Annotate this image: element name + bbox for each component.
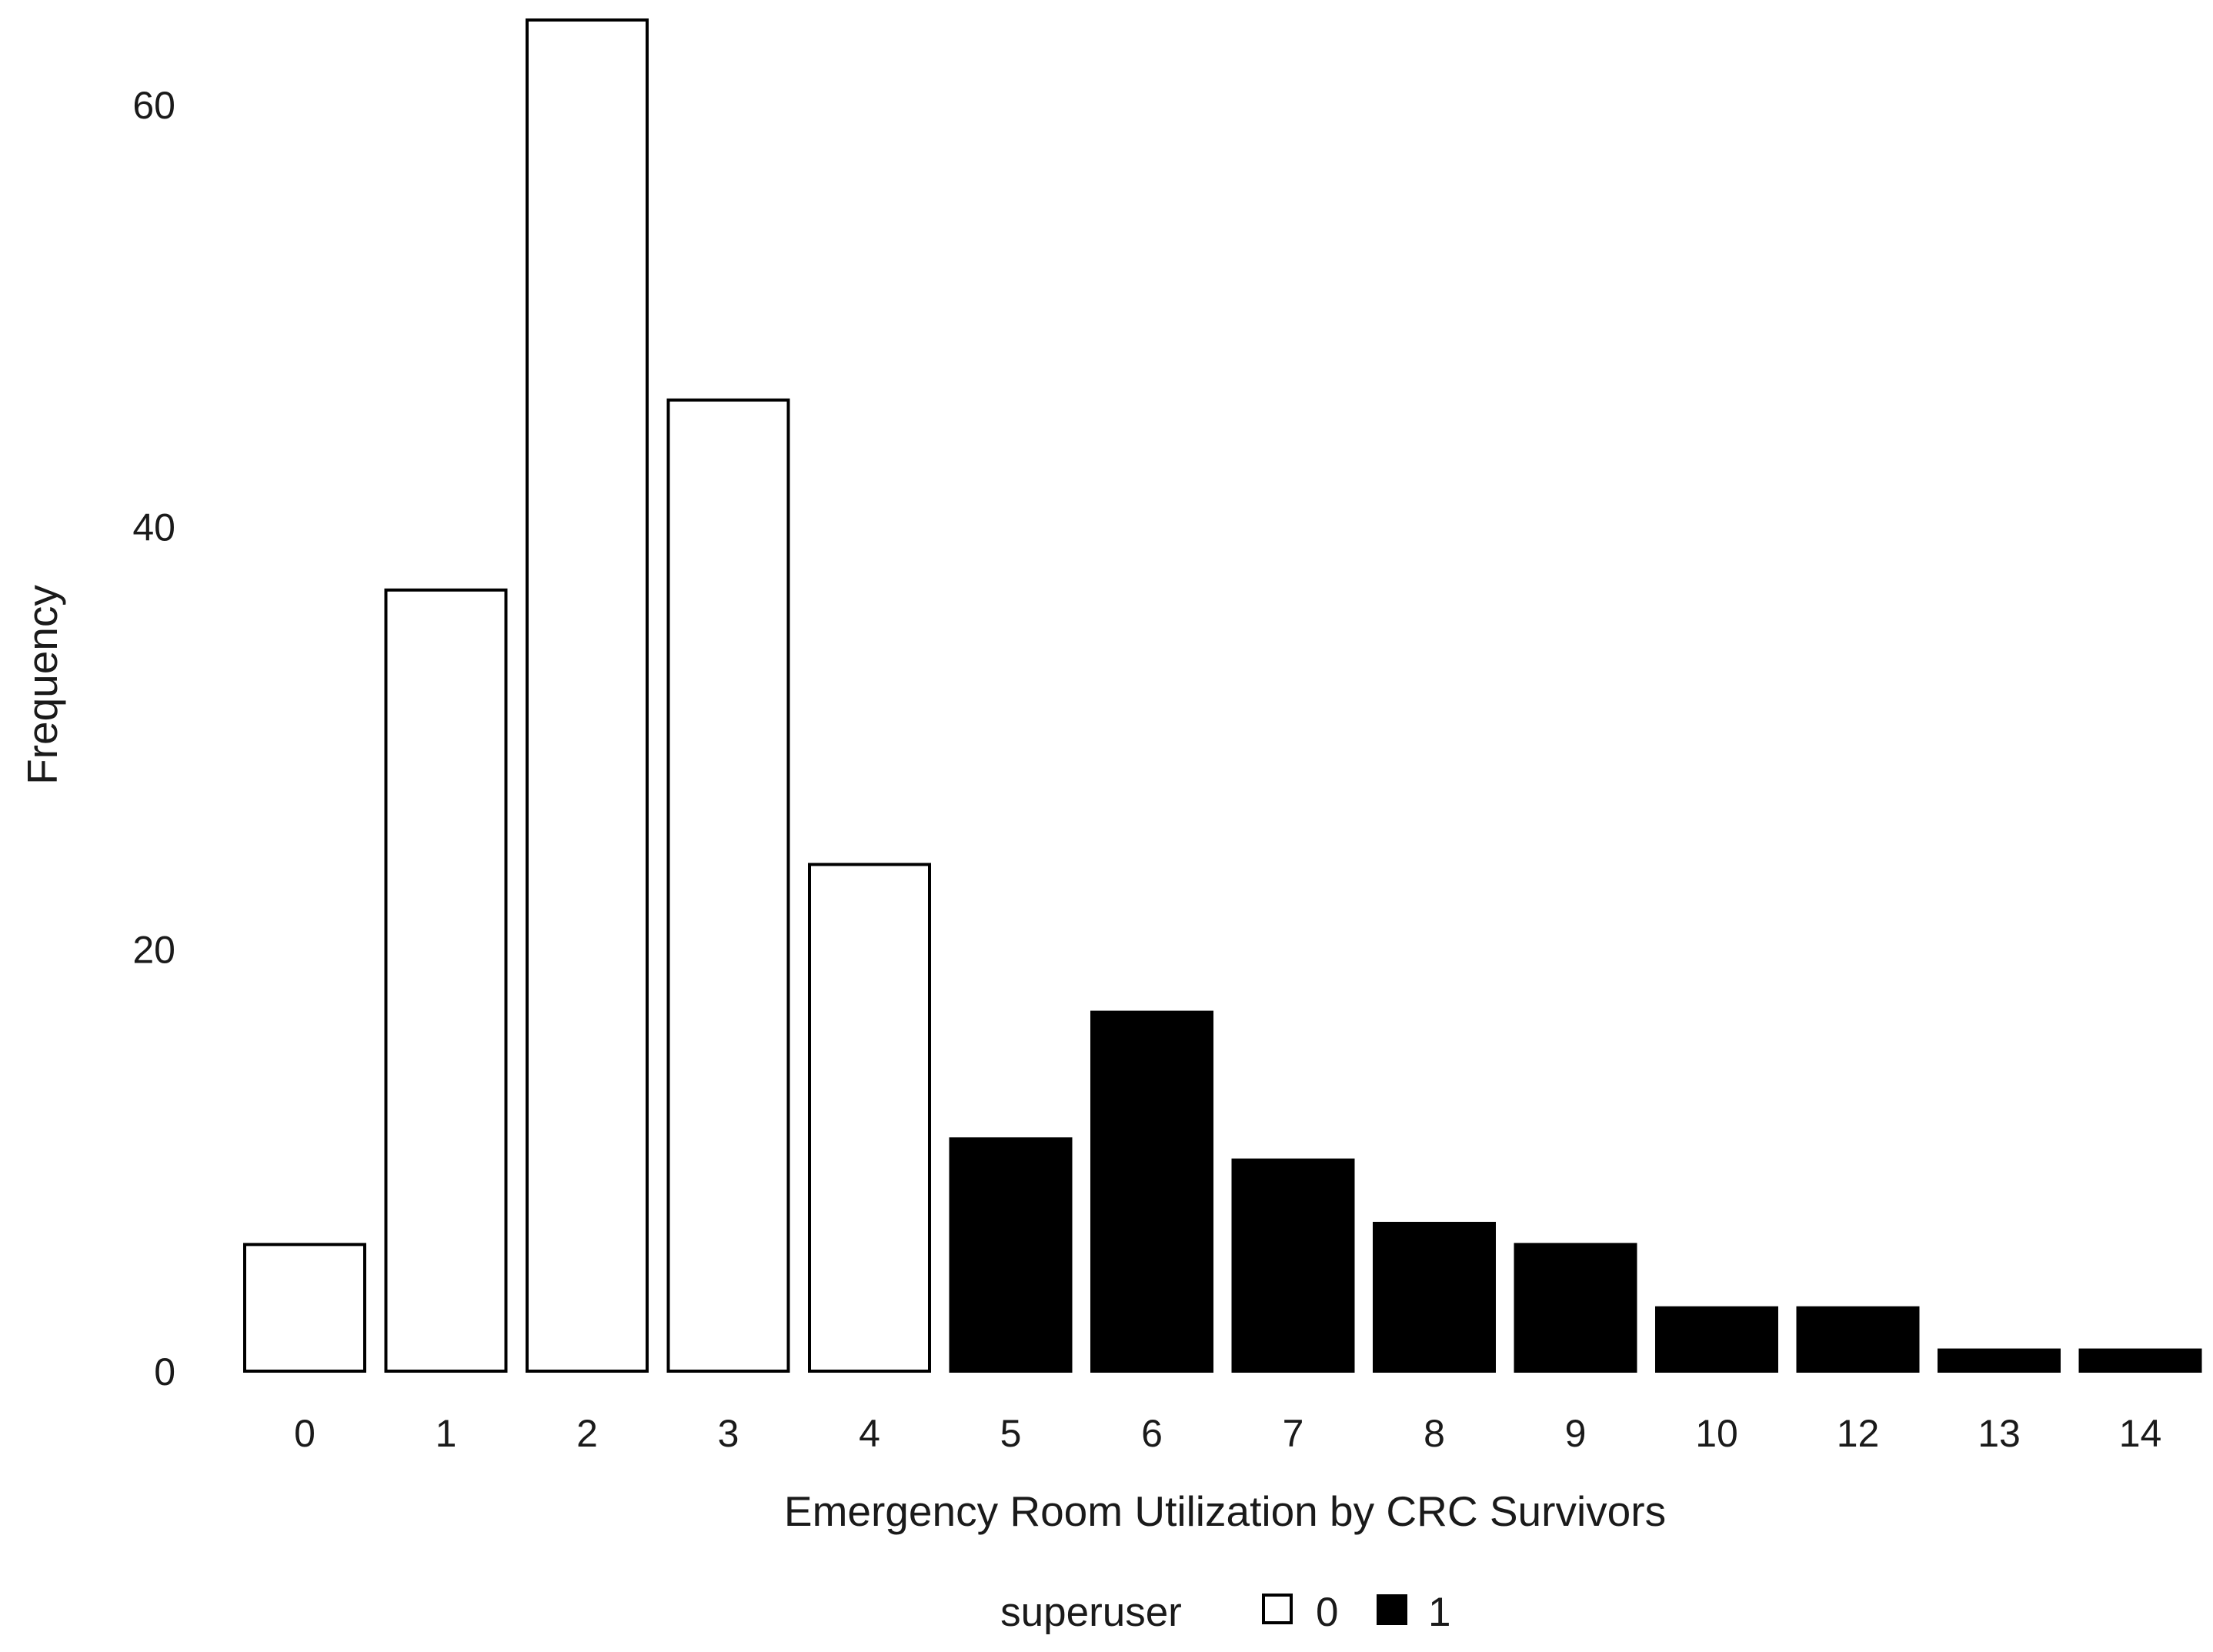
bar-9 bbox=[1514, 1243, 1637, 1373]
x-tick-label-2: 2 bbox=[576, 1412, 598, 1455]
x-tick-label-10: 10 bbox=[1695, 1412, 1738, 1455]
bar-4 bbox=[808, 863, 931, 1373]
bar-10 bbox=[1655, 1306, 1778, 1373]
x-tick-label-6: 6 bbox=[1141, 1412, 1163, 1455]
legend-label-1: 1 bbox=[1428, 1590, 1450, 1635]
x-tick-label-1: 1 bbox=[436, 1412, 457, 1455]
x-tick-label-12: 12 bbox=[1837, 1412, 1880, 1455]
x-tick-label-8: 8 bbox=[1424, 1412, 1445, 1455]
x-axis-tick-labels: 0 1 2 3 4 5 6 7 8 9 10 12 13 14 bbox=[294, 1412, 2161, 1455]
y-tick-label-0: 0 bbox=[154, 1350, 175, 1393]
bar-2 bbox=[526, 18, 649, 1373]
bars-group bbox=[243, 18, 2202, 1373]
y-tick-label-40: 40 bbox=[132, 506, 175, 549]
x-tick-label-5: 5 bbox=[1000, 1412, 1022, 1455]
y-tick-label-20: 20 bbox=[132, 928, 175, 971]
bar-3 bbox=[666, 398, 790, 1373]
legend-label-0: 0 bbox=[1316, 1590, 1338, 1635]
legend-swatch-0 bbox=[1262, 1594, 1293, 1624]
y-axis-title: Frequency bbox=[18, 585, 66, 785]
bar-5 bbox=[949, 1137, 1073, 1373]
bar-0 bbox=[243, 1243, 366, 1373]
legend-swatch-1 bbox=[1377, 1594, 1407, 1625]
x-tick-label-4: 4 bbox=[859, 1412, 880, 1455]
bar-7 bbox=[1231, 1158, 1355, 1373]
bar-12 bbox=[1796, 1306, 1920, 1373]
y-axis-tick-labels: 0 20 40 60 bbox=[132, 84, 175, 1393]
bar-6 bbox=[1090, 1010, 1213, 1373]
legend-title: superuser bbox=[1000, 1590, 1182, 1635]
x-axis-title: Emergency Room Utilization by CRC Surviv… bbox=[784, 1487, 1666, 1535]
x-tick-label-13: 13 bbox=[1978, 1412, 2021, 1455]
y-tick-label-60: 60 bbox=[132, 84, 175, 127]
x-tick-label-14: 14 bbox=[2119, 1412, 2162, 1455]
bar-1 bbox=[384, 588, 508, 1373]
x-tick-label-9: 9 bbox=[1565, 1412, 1587, 1455]
x-tick-label-0: 0 bbox=[294, 1412, 315, 1455]
bar-14 bbox=[2078, 1348, 2202, 1373]
x-tick-label-3: 3 bbox=[718, 1412, 739, 1455]
x-tick-label-7: 7 bbox=[1283, 1412, 1304, 1455]
bar-8 bbox=[1373, 1221, 1496, 1373]
legend: superuser 0 1 bbox=[1000, 1590, 1450, 1635]
bar-13 bbox=[1938, 1348, 2061, 1373]
